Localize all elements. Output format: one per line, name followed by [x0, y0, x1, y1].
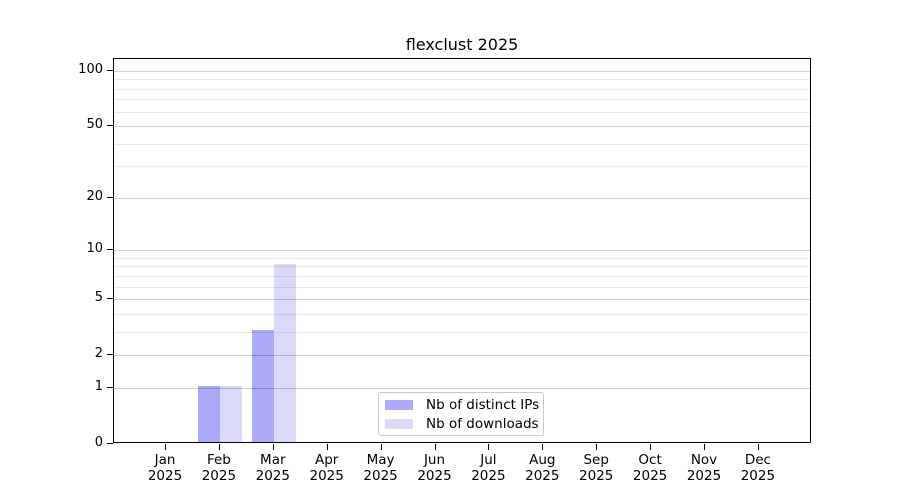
x-tick-apr — [326, 444, 328, 450]
gridline-major-20 — [114, 197, 810, 199]
bar-nb-of-distinct-ips-mar — [252, 329, 274, 442]
x-tick-month-nov: Nov — [690, 452, 718, 468]
gridline-major-2 — [114, 355, 810, 357]
x-tick-oct — [650, 444, 652, 450]
gridline-minor-8 — [114, 266, 810, 268]
y-tick-2 — [107, 354, 113, 356]
x-tick-label-oct: Oct 2025 — [618, 452, 682, 484]
y-tick-5 — [107, 298, 113, 300]
x-tick-month-jan: Jan — [154, 452, 176, 468]
legend-item-downloads: Nb of downloads — [385, 417, 543, 431]
x-tick-month-may: May — [366, 452, 395, 468]
y-tick-label-1: 1 — [94, 378, 103, 394]
y-tick-100 — [107, 70, 113, 71]
gridline-major-1 — [114, 387, 810, 389]
x-tick-year-nov: 2025 — [686, 467, 722, 484]
x-tick-nov — [704, 444, 705, 450]
x-tick-label-feb: Feb 2025 — [187, 452, 251, 484]
bar-nb-of-distinct-ips-feb — [198, 385, 220, 442]
gridline-minor-6 — [114, 286, 810, 288]
legend-swatch-distinct-ips — [385, 399, 413, 410]
plot-area — [113, 58, 811, 443]
y-tick-label-5: 5 — [94, 290, 103, 306]
x-tick-label-jan: Jan 2025 — [133, 452, 197, 484]
gridline-minor-60 — [114, 111, 810, 113]
x-tick-year-aug: 2025 — [525, 467, 560, 484]
x-tick-mar — [272, 444, 274, 450]
x-tick-aug — [542, 444, 544, 450]
y-tick-1 — [107, 386, 113, 388]
x-tick-label-aug: Aug 2025 — [510, 452, 574, 484]
legend-label-distinct-ips: Nb of distinct IPs — [426, 396, 540, 413]
gridline-minor-90 — [114, 79, 810, 81]
bar-nb-of-downloads-mar — [273, 264, 296, 442]
y-tick-0 — [107, 443, 113, 444]
x-tick-year-feb: 2025 — [201, 467, 237, 484]
x-tick-label-mar: Mar 2025 — [241, 452, 305, 484]
x-tick-month-jul: Jul — [480, 452, 497, 468]
y-tick-label-2: 2 — [94, 346, 103, 362]
x-tick-month-aug: Aug — [529, 452, 556, 468]
x-tick-label-jun: Jun 2025 — [403, 452, 467, 484]
y-tick-label-10: 10 — [86, 241, 103, 257]
x-tick-year-apr: 2025 — [309, 467, 344, 484]
gridline-major-5 — [114, 299, 810, 301]
gridline-major-50 — [114, 126, 810, 128]
x-tick-month-jun: Jun — [423, 452, 446, 468]
gridline-minor-70 — [114, 99, 810, 101]
bars-layer — [114, 59, 810, 442]
x-tick-year-jan: 2025 — [147, 467, 183, 484]
x-tick-year-oct: 2025 — [632, 467, 668, 484]
bar-nb-of-downloads-feb — [219, 385, 242, 442]
x-tick-jan — [165, 444, 166, 450]
legend: Nb of distinct IPs Nb of downloads — [378, 392, 544, 436]
x-tick-label-may: May 2025 — [349, 452, 413, 484]
x-tick-month-feb: Feb — [206, 452, 231, 468]
y-tick-label-20: 20 — [86, 188, 103, 204]
x-tick-year-mar: 2025 — [255, 467, 290, 484]
y-tick-10 — [107, 249, 113, 251]
gridline-minor-7 — [114, 275, 810, 277]
x-tick-jun — [434, 444, 436, 450]
x-tick-label-dec: Dec 2025 — [726, 452, 790, 484]
x-tick-may — [380, 444, 382, 450]
x-tick-month-mar: Mar — [260, 452, 286, 468]
legend-label-downloads: Nb of downloads — [426, 415, 539, 432]
gridline-major-100 — [114, 71, 810, 72]
x-tick-month-dec: Dec — [744, 452, 771, 468]
chart-title: flexclust 2025 — [405, 35, 519, 54]
x-tick-year-sep: 2025 — [579, 467, 614, 484]
x-tick-label-sep: Sep 2025 — [564, 452, 628, 484]
x-tick-feb — [218, 444, 220, 450]
gridline-minor-4 — [114, 313, 810, 315]
y-tick-label-0: 0 — [94, 435, 103, 450]
x-tick-month-apr: Apr — [315, 452, 339, 468]
gridline-minor-80 — [114, 88, 810, 90]
x-tick-month-oct: Oct — [638, 452, 662, 468]
x-tick-year-jul: 2025 — [471, 467, 506, 484]
gridline-minor-3 — [114, 331, 810, 333]
gridline-major-10 — [114, 250, 810, 252]
x-tick-jul — [488, 444, 490, 450]
gridlines-layer — [114, 59, 810, 442]
legend-item-distinct-ips: Nb of distinct IPs — [385, 398, 543, 412]
x-tick-year-may: 2025 — [363, 467, 398, 484]
x-tick-sep — [596, 444, 598, 450]
x-tick-label-apr: Apr 2025 — [295, 452, 359, 484]
x-tick-dec — [757, 444, 759, 450]
y-tick-label-100: 100 — [78, 62, 103, 77]
y-tick-label-50: 50 — [86, 117, 103, 133]
x-tick-label-jul: Jul 2025 — [456, 452, 520, 484]
x-tick-year-dec: 2025 — [740, 467, 776, 484]
y-tick-20 — [107, 196, 113, 198]
gridline-minor-30 — [114, 166, 810, 168]
x-tick-month-sep: Sep — [583, 452, 609, 468]
legend-swatch-downloads — [385, 418, 413, 429]
gridline-minor-40 — [114, 143, 810, 145]
x-tick-year-jun: 2025 — [417, 467, 452, 484]
x-tick-label-nov: Nov 2025 — [672, 452, 736, 484]
y-tick-50 — [107, 125, 113, 127]
gridline-minor-9 — [114, 257, 810, 259]
